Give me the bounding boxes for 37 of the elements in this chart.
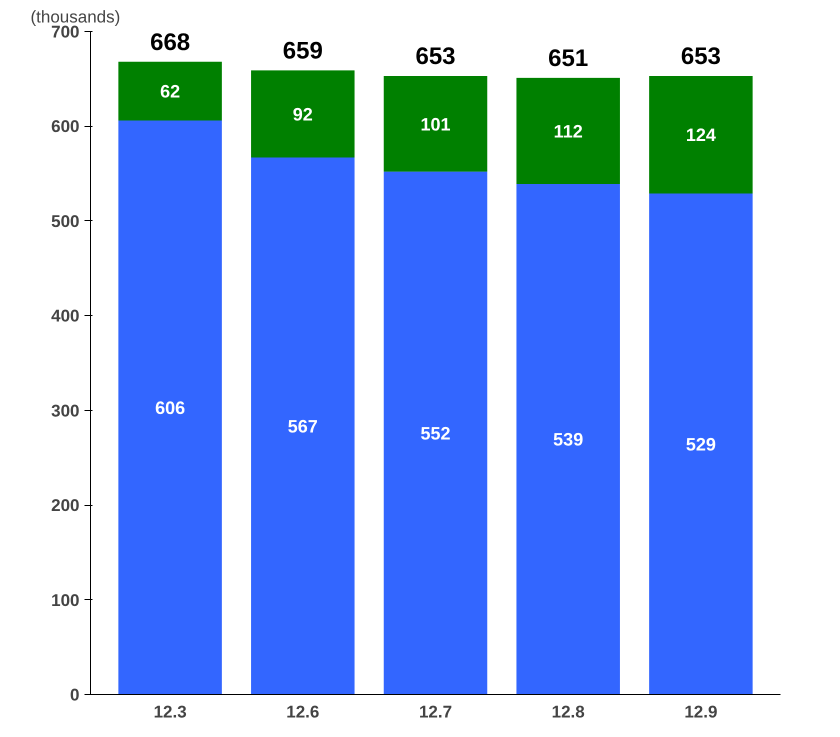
data-label: 124 xyxy=(686,125,716,146)
data-label: 101 xyxy=(420,114,451,134)
y-tick-label: 0 xyxy=(70,686,80,704)
bar xyxy=(118,62,222,121)
data-label: 62 xyxy=(160,82,180,102)
y-tick-label: 100 xyxy=(51,590,80,610)
total-label: 653 xyxy=(415,43,456,70)
data-label: 112 xyxy=(554,121,583,142)
bar xyxy=(516,184,620,694)
total-label: 651 xyxy=(548,44,588,72)
x-tick-label: 12.7 xyxy=(418,702,452,722)
bar xyxy=(384,172,488,694)
x-tick-label: 12.8 xyxy=(552,702,585,722)
bar xyxy=(384,76,488,172)
bar xyxy=(251,157,355,694)
y-tick-label: 400 xyxy=(51,306,80,326)
data-label: 552 xyxy=(420,424,451,444)
total-label: 653 xyxy=(680,43,721,70)
y-tick-label: 300 xyxy=(51,401,80,420)
y-tick-label: 200 xyxy=(51,496,80,516)
bar xyxy=(251,70,355,158)
total-label: 659 xyxy=(282,37,323,64)
data-label: 606 xyxy=(155,398,186,418)
total-label: 668 xyxy=(150,28,190,56)
data-label: 539 xyxy=(553,430,584,450)
bar xyxy=(516,78,620,184)
y-tick-label: 600 xyxy=(51,117,80,136)
data-label: 529 xyxy=(686,434,716,454)
x-tick-label: 12.9 xyxy=(684,702,718,722)
data-label: 567 xyxy=(288,416,318,436)
x-tick-label: 12.3 xyxy=(154,702,187,722)
y-tick-label: 500 xyxy=(51,212,80,231)
bar xyxy=(118,120,222,694)
data-label: 92 xyxy=(292,104,313,124)
bar xyxy=(649,76,753,194)
bar xyxy=(649,193,753,694)
x-tick-label: 12.6 xyxy=(286,702,320,722)
